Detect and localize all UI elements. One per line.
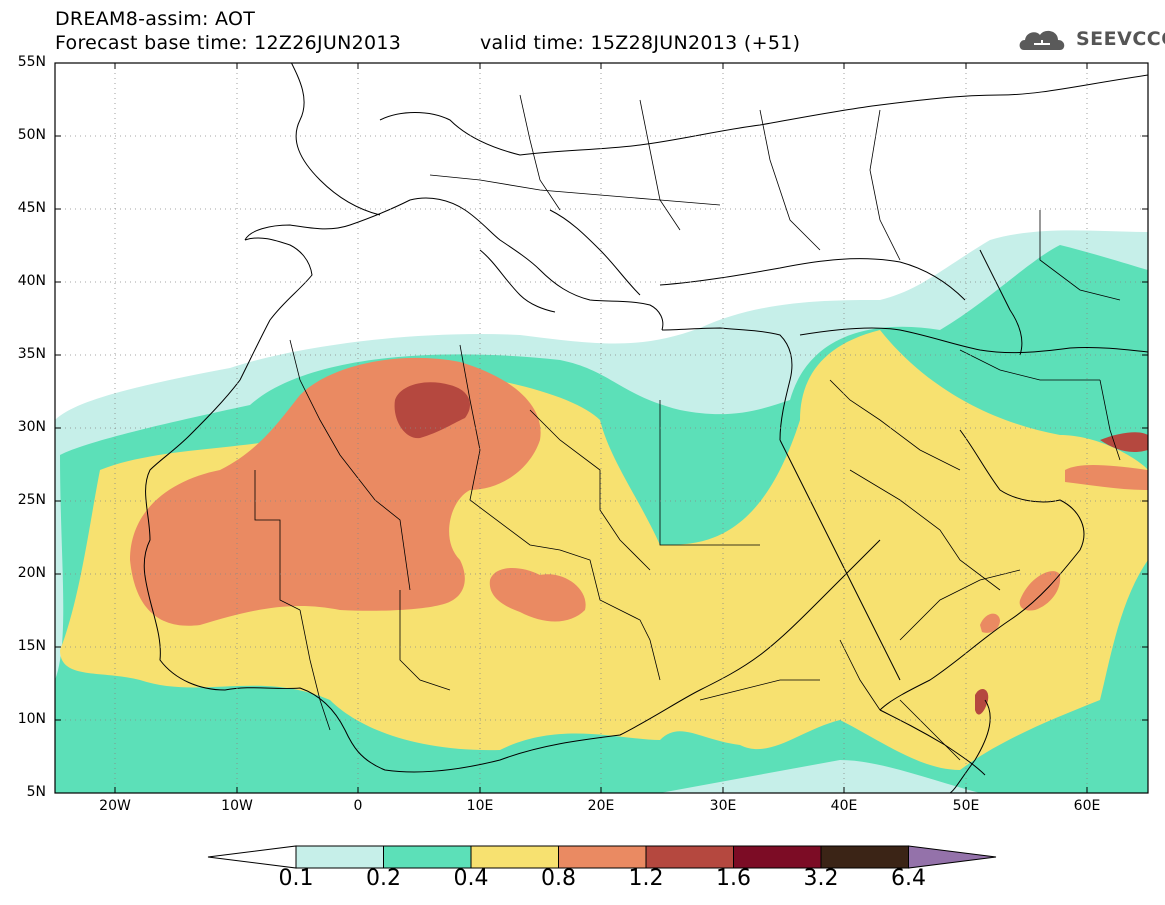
lon-label-20w: 20W	[99, 798, 131, 814]
colorbar	[207, 845, 997, 869]
colorbar-label-0.8: 0.8	[541, 866, 576, 891]
lon-label-10e: 10E	[466, 798, 494, 814]
colorbar-label-3.2: 3.2	[803, 866, 839, 891]
lat-label-45n: 45N	[17, 200, 46, 216]
lat-label-15n: 15N	[17, 638, 46, 654]
colorbar-swatch-0.1	[295, 845, 384, 869]
aot-band-0.8-c	[1065, 465, 1148, 490]
lat-label-25n: 25N	[17, 492, 46, 508]
lon-label-20e: 20E	[587, 798, 615, 814]
colorbar-swatch-1.6	[733, 845, 822, 869]
graticule	[55, 63, 1148, 793]
aot-band-1.2	[394, 382, 470, 439]
colorbar-over-arrow	[908, 845, 997, 869]
country-borders	[254, 94, 1121, 761]
aot-band-0.8-d	[1019, 571, 1061, 611]
lat-label-40n: 40N	[17, 273, 46, 289]
lat-label-10n: 10N	[17, 711, 46, 727]
lat-label-35n: 35N	[17, 346, 46, 362]
colorbar-label-0.1: 0.1	[278, 866, 314, 891]
lon-label-0: 0	[353, 798, 363, 814]
lon-label-50e: 50E	[952, 798, 980, 814]
colorbar-swatch-0.4	[470, 845, 559, 869]
lat-label-30n: 30N	[17, 419, 46, 435]
colorbar-label-1.2: 1.2	[628, 866, 664, 891]
forecast-base-time: Forecast base time: 12Z26JUN2013	[55, 32, 402, 54]
lon-label-10w: 10W	[221, 798, 253, 814]
valid-time: valid time: 15Z28JUN2013 (+51)	[480, 32, 801, 54]
colorbar-swatch-0.2	[383, 845, 472, 869]
colorbar-under-arrow	[207, 845, 297, 869]
logo-text: SEEVCCC	[1076, 28, 1165, 50]
lon-label-40e: 40E	[830, 798, 858, 814]
lat-label-50n: 50N	[17, 127, 46, 143]
lon-label-60e: 60E	[1073, 798, 1101, 814]
lat-label-20n: 20N	[17, 565, 46, 581]
cloud-icon	[1019, 30, 1065, 50]
lat-label-5n: 5N	[26, 784, 46, 800]
colorbar-label-6.4: 6.4	[891, 866, 926, 891]
coastlines	[143, 63, 1148, 793]
aot-band-0.8-b	[489, 568, 586, 622]
axis-ticks	[55, 62, 1148, 793]
colorbar-swatch-3.2	[820, 845, 909, 869]
colorbar-swatch-1.2	[645, 845, 734, 869]
colorbar-label-1.6: 1.6	[716, 866, 751, 891]
colorbar-label-0.2: 0.2	[366, 866, 401, 891]
lon-label-30e: 30E	[709, 798, 737, 814]
colorbar-label-0.4: 0.4	[453, 866, 489, 891]
colorbar-swatch-0.8	[558, 845, 647, 869]
aot-band-1.2-c	[975, 688, 989, 715]
chart-title: DREAM8-assim: AOT	[55, 8, 256, 30]
aot-band-0.8-e	[980, 613, 1000, 633]
lat-label-55n: 55N	[17, 54, 46, 70]
